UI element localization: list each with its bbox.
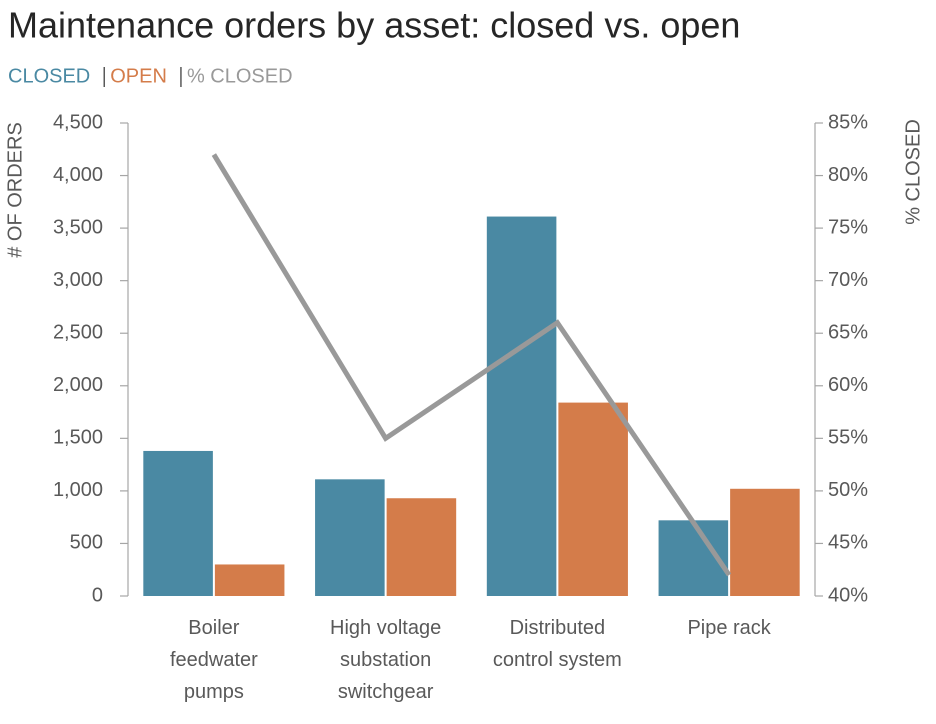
bar (486, 216, 557, 596)
x-tick-label: Boiler feedwater pumps (170, 617, 258, 703)
y-tick-label: 2,500 (53, 322, 103, 344)
y2-tick-label: 80% (828, 164, 868, 186)
y2-tick-label: 85% (828, 111, 868, 133)
y-tick-label: 4,000 (53, 164, 103, 186)
legend-entry: CLOSED (8, 65, 90, 87)
y-tick-label: 500 (70, 532, 103, 554)
x-tick-label: Distributed control system (493, 617, 622, 671)
y-tick-label: 3,500 (53, 216, 103, 238)
y2-tick-label: 50% (828, 479, 868, 501)
legend-entry: % CLOSED (187, 65, 293, 87)
bar (386, 498, 457, 596)
y2-tick-label: 70% (828, 269, 868, 291)
y2-tick-label: 55% (828, 427, 868, 449)
bar (315, 479, 385, 596)
y2-tick-label: 40% (828, 584, 868, 606)
y-tick-label: 2,000 (53, 374, 103, 396)
x-tick-label: High voltage substation switchgear (330, 617, 441, 703)
y-tick-label: 4,500 (53, 111, 103, 133)
y-tick-label: 0 (92, 584, 103, 606)
y2-tick-label: 75% (828, 216, 868, 238)
bar (214, 564, 285, 596)
y-tick-label: 1,500 (53, 427, 103, 449)
bar (143, 450, 213, 596)
line (211, 153, 732, 577)
y2-tick-label: 65% (828, 322, 868, 344)
legend-entry: OPEN (110, 65, 167, 87)
y2-tick-label: 45% (828, 532, 868, 554)
chart-title: Maintenance orders by asset: closed vs. … (8, 5, 740, 46)
y-tick-label: 3,000 (53, 269, 103, 291)
bar (558, 402, 628, 596)
bar (730, 488, 800, 596)
y2-tick-label: 60% (828, 374, 868, 396)
x-tick-label: Pipe rack (687, 617, 771, 639)
y-axis-label: # OF ORDERS (4, 122, 26, 258)
y2-axis-label: % CLOSED (902, 119, 924, 225)
y-tick-label: 1,000 (53, 479, 103, 501)
